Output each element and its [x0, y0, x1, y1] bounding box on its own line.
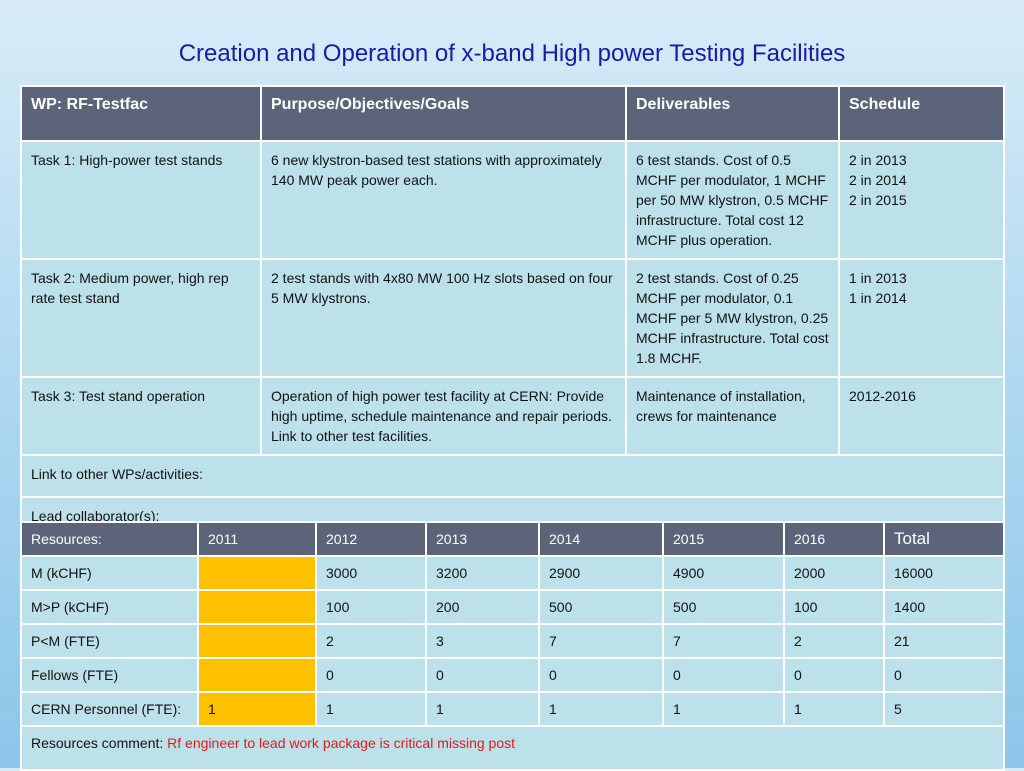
resource-value [197, 589, 317, 625]
resource-value: 5 [883, 691, 1005, 727]
resource-label: M (kCHF) [20, 555, 199, 591]
resource-value: 7 [538, 623, 664, 659]
resource-value: 0 [883, 657, 1005, 693]
task-cell: Task 1: High-power test stands [20, 140, 262, 260]
header-row: WP: RF-Testfac Purpose/Objectives/Goals De… [20, 85, 1005, 142]
resources-row: P<M (FTE) 2 3 7 7 2 21 [20, 623, 1005, 659]
link-cell: Link to other WPs/activities: [20, 454, 1005, 498]
resource-value: 500 [538, 589, 664, 625]
resource-value [197, 623, 317, 659]
resources-header-cell: 2016 [783, 521, 885, 557]
resources-row: Fellows (FTE) 0 0 0 0 0 0 [20, 657, 1005, 693]
resource-value: 0 [315, 657, 427, 693]
schedule-cell: 2012-2016 [838, 376, 1005, 456]
resource-value: 500 [662, 589, 785, 625]
resource-value: 3000 [315, 555, 427, 591]
task-row: Task 3: Test stand operation Operation of… [20, 376, 1005, 456]
schedule-line: 2 in 2014 [849, 172, 907, 188]
resource-label: P<M (FTE) [20, 623, 199, 659]
resource-label: CERN Personnel (FTE): [20, 691, 199, 727]
resource-value: 0 [425, 657, 540, 693]
schedule-line: 1 in 2014 [849, 290, 907, 306]
resources-header-cell: 2015 [662, 521, 785, 557]
header-cell: WP: RF-Testfac [20, 85, 262, 142]
header-cell: Deliverables [625, 85, 840, 142]
resource-value [197, 657, 317, 693]
comment-label: Resources comment: [31, 735, 164, 751]
resource-value: 0 [538, 657, 664, 693]
resource-value: 2900 [538, 555, 664, 591]
schedule-line: 2012-2016 [849, 388, 916, 404]
resource-value: 0 [783, 657, 885, 693]
comment-cell: Resources comment: Rf engineer to lead w… [20, 725, 1005, 771]
header-cell: Schedule [838, 85, 1005, 142]
resource-value: 2 [315, 623, 427, 659]
header-cell: Purpose/Objectives/Goals [260, 85, 627, 142]
comment-text: Rf engineer to lead work package is crit… [167, 735, 515, 751]
resource-value: 2 [783, 623, 885, 659]
resource-value: 1 [783, 691, 885, 727]
task-cell: Task 2: Medium power, high rep rate test… [20, 258, 262, 378]
purpose-cell: Operation of high power test facility at… [260, 376, 627, 456]
resources-header-cell: Resources: [20, 521, 199, 557]
schedule-line: 2 in 2013 [849, 152, 907, 168]
task-row: Task 2: Medium power, high rep rate test… [20, 258, 1005, 378]
wp-table: WP: RF-Testfac Purpose/Objectives/Goals De… [20, 85, 1005, 540]
resources-header-cell: 2012 [315, 521, 427, 557]
resource-value: 1 [197, 691, 317, 727]
resource-value: 1 [315, 691, 427, 727]
resources-header-cell: 2011 [197, 521, 317, 557]
resource-label: Fellows (FTE) [20, 657, 199, 693]
deliverables-cell: 2 test stands. Cost of 0.25 MCHF per mod… [625, 258, 840, 378]
resources-header-cell: 2013 [425, 521, 540, 557]
resource-value: 200 [425, 589, 540, 625]
purpose-cell: 2 test stands with 4x80 MW 100 Hz slots … [260, 258, 627, 378]
schedule-line: 1 in 2013 [849, 270, 907, 286]
resource-value: 1400 [883, 589, 1005, 625]
resource-value: 4900 [662, 555, 785, 591]
deliverables-cell: 6 test stands. Cost of 0.5 MCHF per modu… [625, 140, 840, 260]
resource-value [197, 555, 317, 591]
deliverables-cell: Maintenance of installation, crews for m… [625, 376, 840, 456]
resource-value: 1 [425, 691, 540, 727]
schedule-line: 2 in 2015 [849, 192, 907, 208]
resources-row: M>P (kCHF) 100 200 500 500 100 1400 [20, 589, 1005, 625]
resource-value: 1 [538, 691, 664, 727]
resource-value: 100 [315, 589, 427, 625]
slide-title: Creation and Operation of x-band High po… [178, 40, 846, 67]
resource-label: M>P (kCHF) [20, 589, 199, 625]
resource-value: 100 [783, 589, 885, 625]
resource-value: 3200 [425, 555, 540, 591]
resources-header-row: Resources: 2011 2012 2013 2014 2015 2016 Total [20, 521, 1005, 557]
resource-value: 0 [662, 657, 785, 693]
resources-table: Resources: 2011 2012 2013 2014 2015 2016 Total M… [20, 521, 1005, 771]
resource-value: 3 [425, 623, 540, 659]
resources-row: M (kCHF) 3000 3200 2900 4900 2000 16000 [20, 555, 1005, 591]
purpose-cell: 6 new klystron-based test stations with … [260, 140, 627, 260]
resource-value: 16000 [883, 555, 1005, 591]
task-cell: Task 3: Test stand operation [20, 376, 262, 456]
resources-header-cell: 2014 [538, 521, 664, 557]
resource-value: 2000 [783, 555, 885, 591]
task-row: Task 1: High-power test stands 6 new klys… [20, 140, 1005, 260]
resources-row: CERN Personnel (FTE): 1 1 1 1 1 1 5 [20, 691, 1005, 727]
schedule-cell: 2 in 2013 2 in 2014 2 in 2015 [838, 140, 1005, 260]
resources-header-cell: Total [883, 521, 1005, 557]
link-row: Link to other WPs/activities: [20, 454, 1005, 498]
schedule-cell: 1 in 2013 1 in 2014 [838, 258, 1005, 378]
resource-value: 1 [662, 691, 785, 727]
comment-row: Resources comment: Rf engineer to lead w… [20, 725, 1005, 771]
resource-value: 21 [883, 623, 1005, 659]
resource-value: 7 [662, 623, 785, 659]
